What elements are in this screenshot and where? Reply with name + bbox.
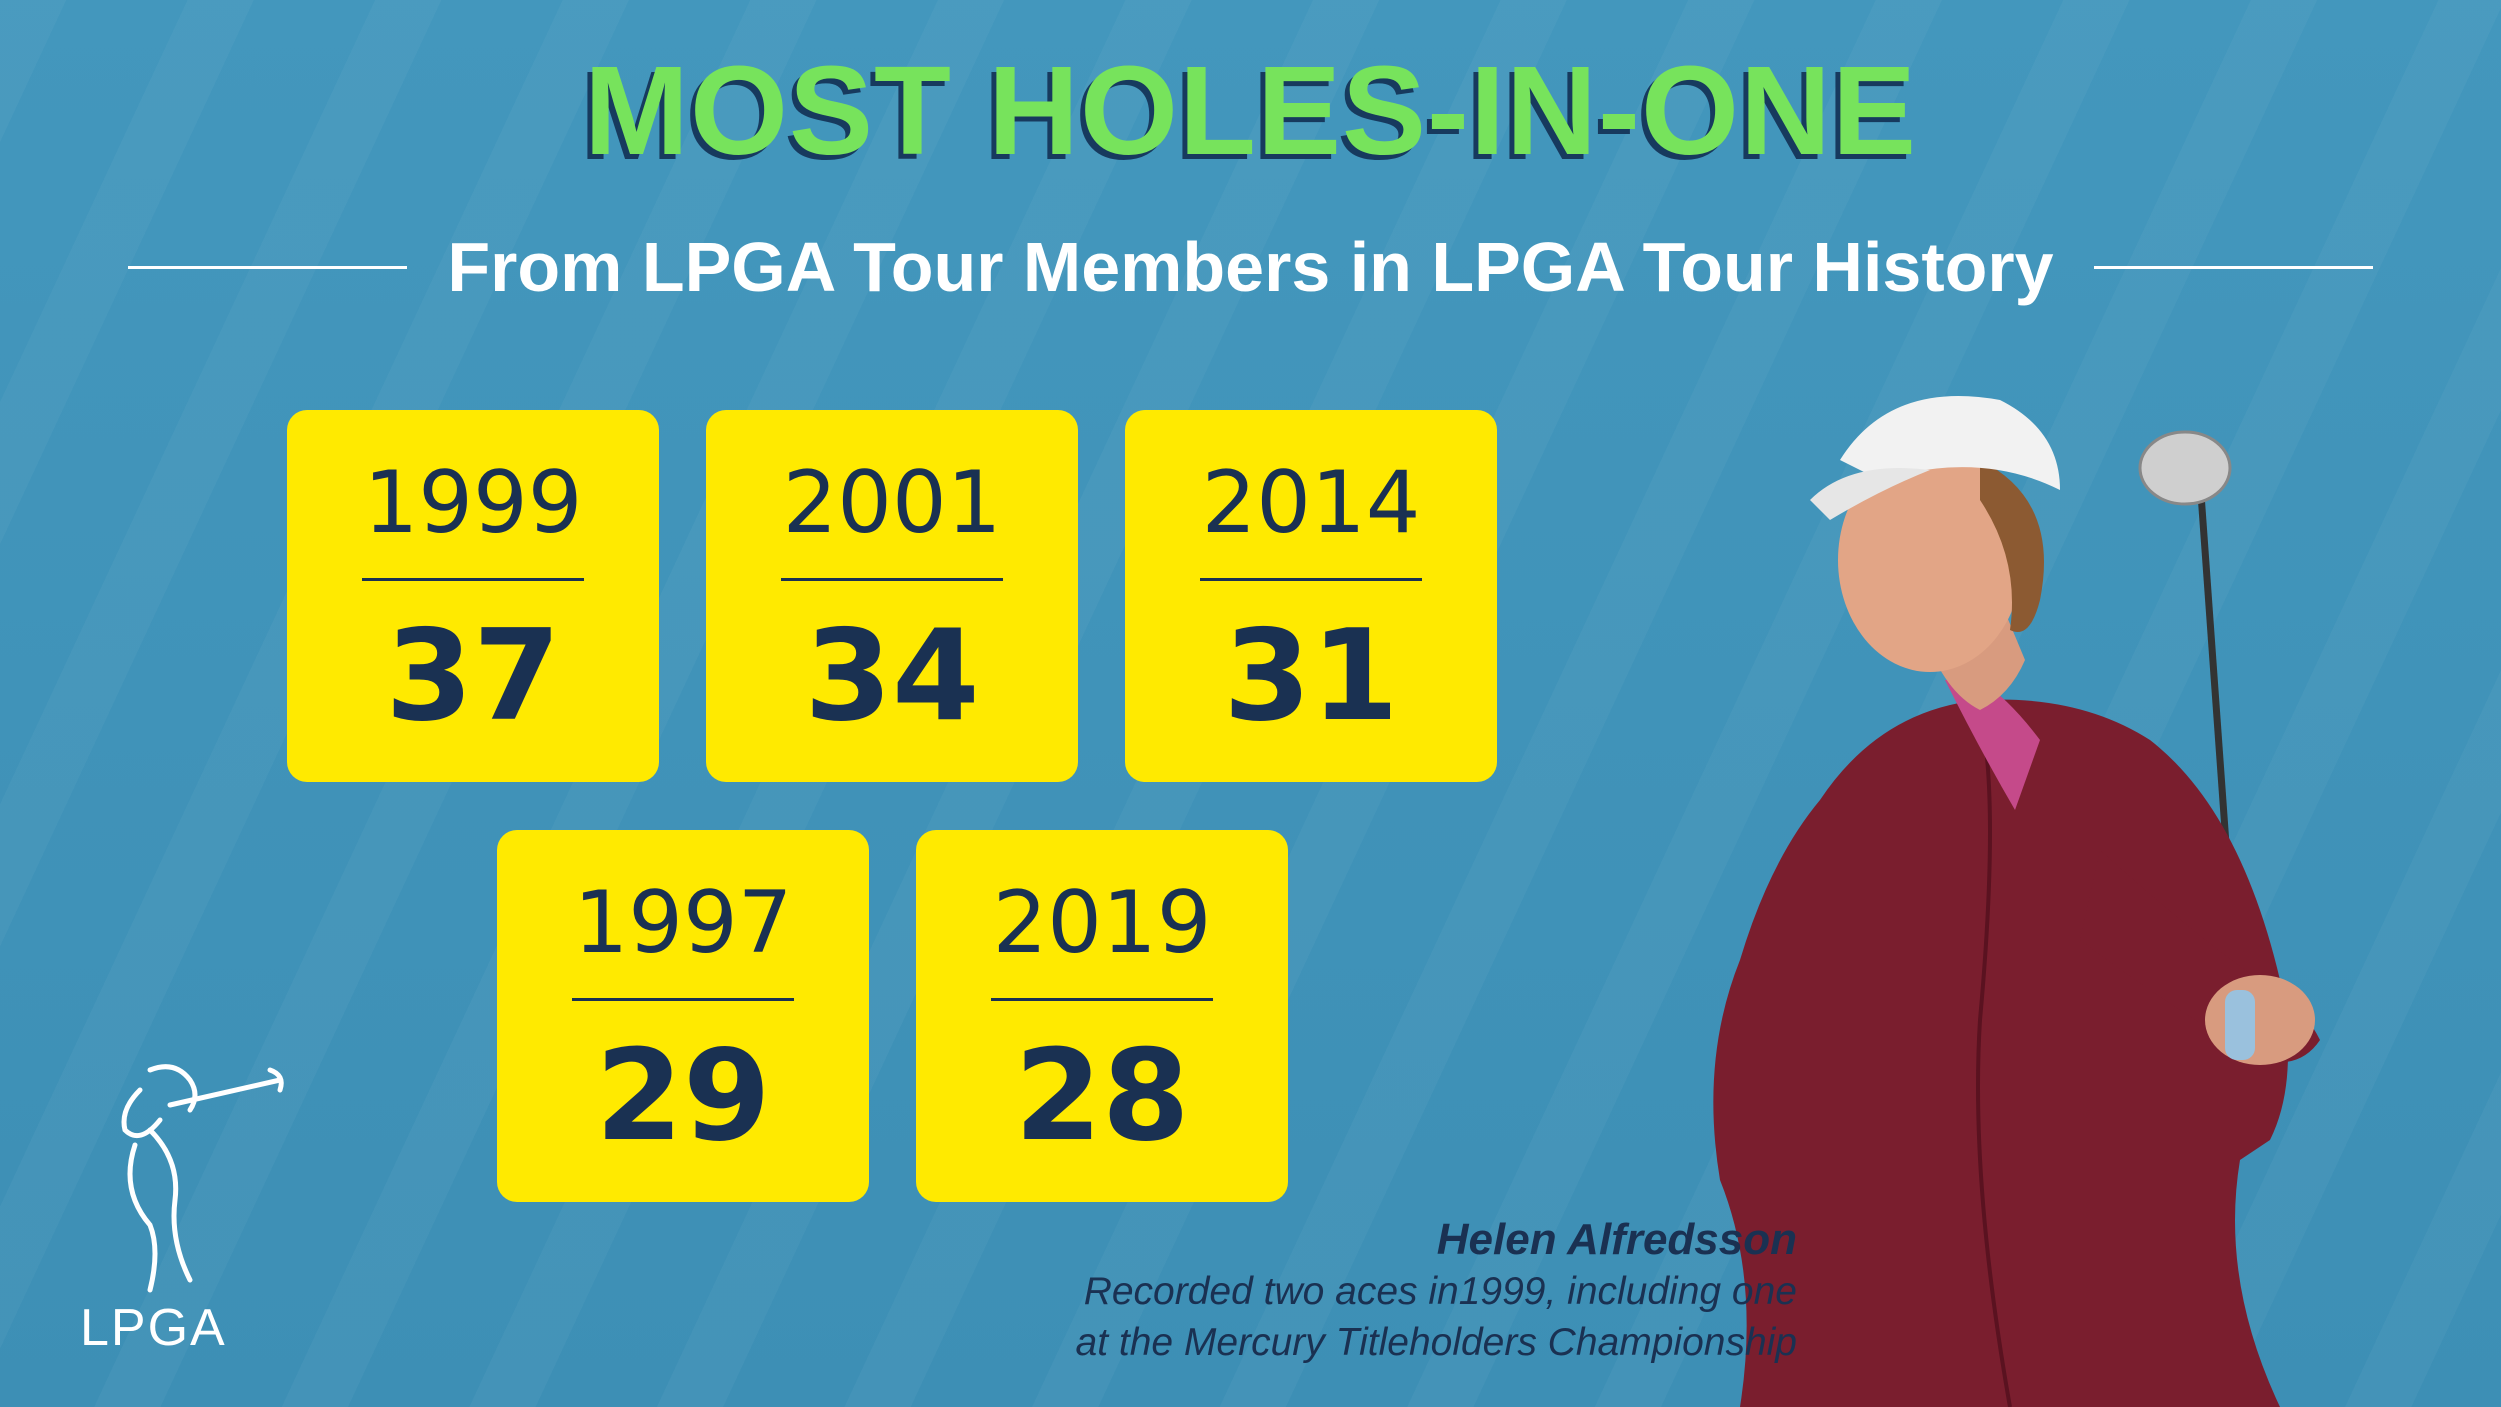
page-title: MOST HOLES-IN-ONE xyxy=(584,40,1917,181)
page-subtitle: From LPGA Tour Members in LPGA Tour Hist… xyxy=(447,228,2054,306)
card-count: 28 xyxy=(1014,1022,1190,1169)
caption-name: Helen Alfredsson xyxy=(1436,1215,1797,1264)
stat-card: 2001 34 xyxy=(706,410,1078,782)
stat-card: 2019 28 xyxy=(916,830,1288,1202)
card-divider xyxy=(572,998,794,1001)
golfer-photo xyxy=(1713,396,2320,1407)
card-divider xyxy=(1200,578,1422,581)
card-count: 34 xyxy=(804,602,980,749)
card-divider xyxy=(781,578,1003,581)
caption-line-2: at the Mercury Titleholders Championship xyxy=(1075,1321,1797,1365)
card-year: 1997 xyxy=(573,873,793,973)
lpga-logo-icon xyxy=(121,1064,284,1293)
card-divider xyxy=(991,998,1213,1001)
card-count: 29 xyxy=(595,1022,771,1169)
card-year: 2001 xyxy=(782,453,1002,553)
left-rule xyxy=(128,265,408,269)
stat-card: 1999 37 xyxy=(287,410,659,782)
stat-card: 1997 29 xyxy=(497,830,869,1202)
card-count: 31 xyxy=(1223,602,1399,749)
subtitle-row: From LPGA Tour Members in LPGA Tour Hist… xyxy=(128,232,2373,302)
right-rule xyxy=(2093,265,2373,269)
card-year: 2014 xyxy=(1201,453,1421,553)
card-year: 2019 xyxy=(992,873,1212,973)
lpga-logo-text: LPGA xyxy=(80,1299,227,1357)
card-divider xyxy=(362,578,584,581)
caption-line-1: Recorded two aces in1999, including one xyxy=(1083,1269,1797,1313)
photo-caption: Helen Alfredsson Recorded two aces in199… xyxy=(1076,1215,1797,1369)
card-year: 1999 xyxy=(363,453,583,553)
stat-card: 2014 31 xyxy=(1125,410,1497,782)
card-count: 37 xyxy=(385,602,561,749)
